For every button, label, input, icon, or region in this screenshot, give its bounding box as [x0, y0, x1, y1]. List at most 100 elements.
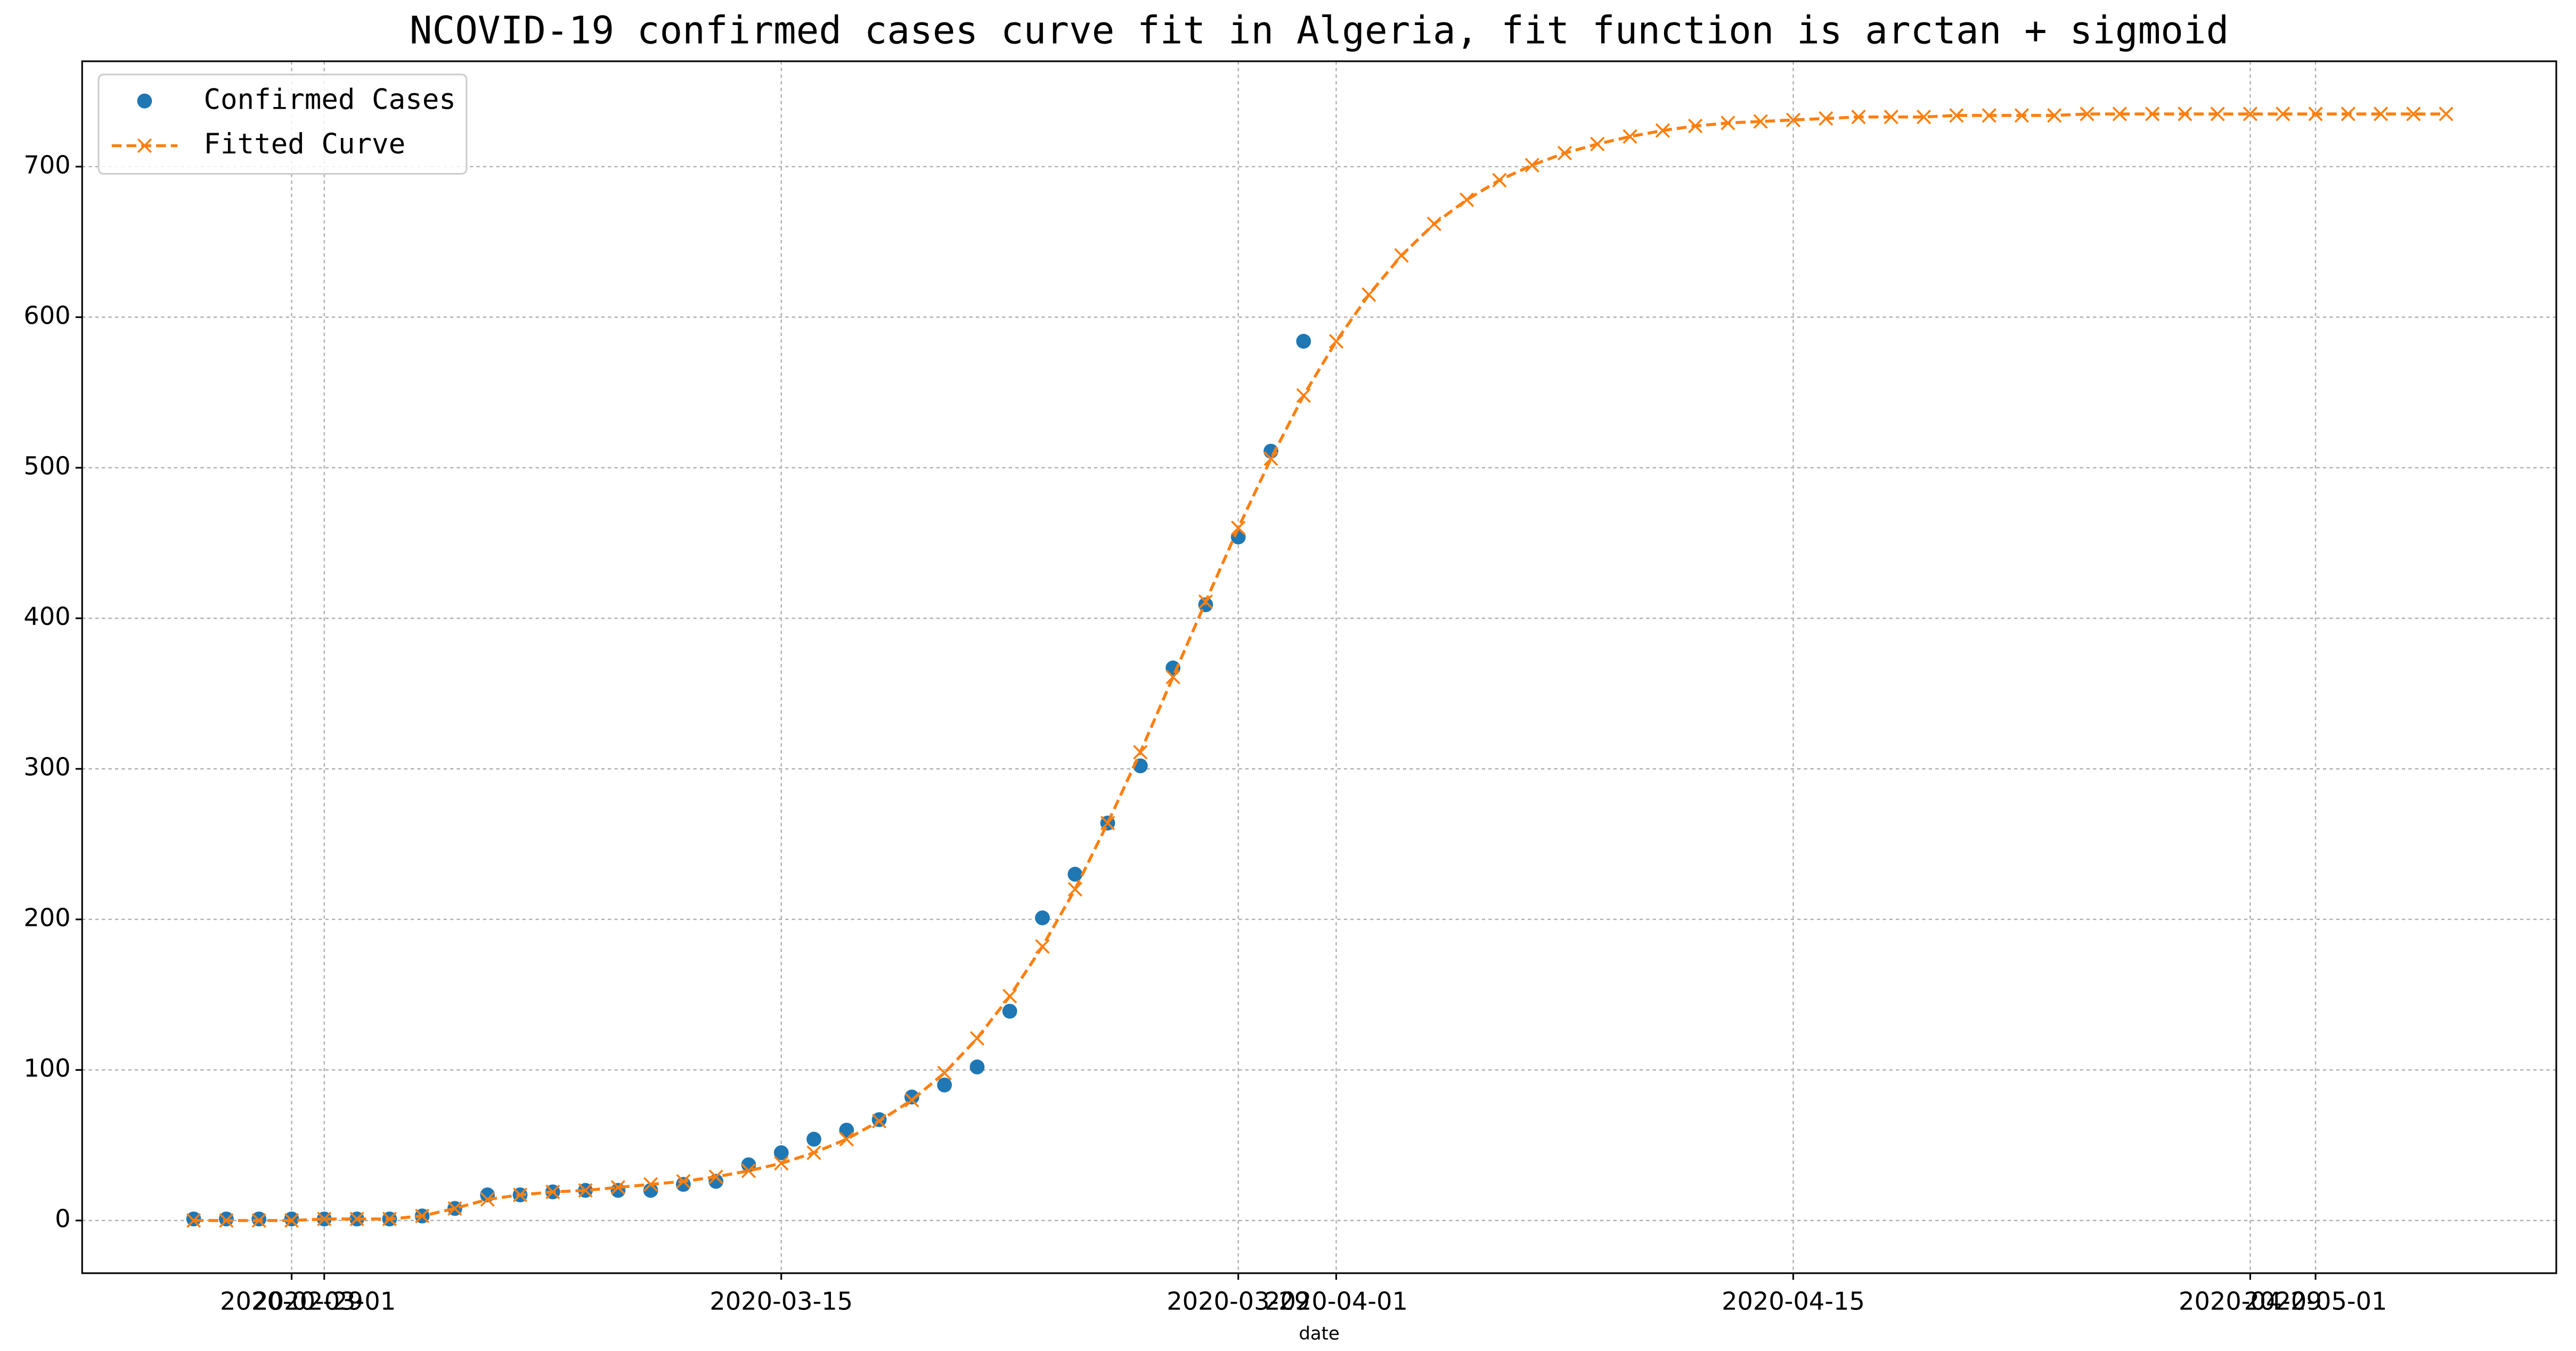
x-marker — [1067, 882, 1082, 897]
x-marker — [447, 1201, 462, 1216]
x-marker — [904, 1093, 919, 1108]
x-marker — [708, 1169, 723, 1184]
x-marker — [251, 1213, 266, 1228]
x-tick-label: 2020-03-15 — [710, 1287, 853, 1315]
x-marker — [512, 1187, 528, 1202]
x-marker — [317, 1211, 332, 1226]
y-tick-label: 300 — [23, 753, 70, 782]
point — [675, 1177, 691, 1192]
x-marker — [1460, 192, 1474, 207]
point — [284, 1211, 299, 1227]
x-marker — [1328, 333, 1344, 349]
x-marker — [1362, 287, 1376, 302]
x-marker — [284, 1213, 299, 1228]
x-marker — [1982, 108, 1996, 123]
x-marker — [1557, 145, 1572, 161]
x-tick-label: 2020-05-01 — [2244, 1287, 2387, 1315]
x-marker — [741, 1163, 756, 1178]
legend-label: Confirmed Cases — [203, 83, 455, 116]
x-marker — [2406, 107, 2421, 121]
x-marker — [2145, 107, 2160, 121]
x-marker — [414, 1208, 430, 1224]
x-marker — [1590, 136, 1605, 152]
point — [937, 1077, 952, 1093]
x-marker — [937, 1065, 952, 1080]
x-marker — [1753, 114, 1768, 129]
y-tick-label: 100 — [23, 1054, 70, 1083]
point — [1035, 910, 1050, 925]
point — [773, 1145, 789, 1160]
point — [218, 1211, 234, 1227]
x-marker — [186, 1213, 201, 1228]
point — [186, 1211, 201, 1227]
x-marker — [2112, 107, 2127, 121]
y-tick-label: 700 — [23, 150, 70, 179]
x-marker — [219, 1213, 234, 1228]
x-marker — [610, 1180, 625, 1195]
x-marker — [2014, 108, 2029, 123]
y-tick-label: 400 — [23, 602, 70, 631]
x-marker — [1035, 939, 1050, 954]
x-tick-label: 2020-03-29 — [1167, 1287, 1310, 1315]
point — [904, 1089, 919, 1105]
x-marker — [1296, 388, 1311, 403]
x-marker — [969, 1031, 985, 1046]
x-marker — [643, 1177, 658, 1192]
x-marker — [1819, 111, 1833, 126]
x-marker — [382, 1211, 397, 1226]
y-tick-label: 200 — [23, 903, 70, 932]
x-marker — [578, 1183, 593, 1198]
point — [610, 1183, 626, 1198]
x-marker — [545, 1184, 560, 1200]
x-marker — [1949, 108, 1964, 123]
x-tick-label: 2020-04-29 — [2179, 1287, 2322, 1315]
x-marker — [2341, 107, 2355, 121]
x-marker — [2080, 107, 2094, 121]
y-tick-label: 600 — [23, 301, 70, 330]
x-marker — [349, 1211, 364, 1226]
x-marker — [1100, 816, 1115, 831]
point — [1067, 867, 1083, 882]
x-marker — [871, 1113, 887, 1129]
x-tick-label: 2020-03-01 — [252, 1287, 396, 1315]
x-tick-label: 2020-04-01 — [1265, 1287, 1408, 1315]
x-marker — [839, 1132, 854, 1147]
x-marker — [480, 1192, 495, 1207]
legend-swatch — [137, 93, 152, 109]
x-marker — [1492, 173, 1507, 188]
point — [839, 1122, 854, 1138]
point — [806, 1132, 821, 1147]
x-marker — [1884, 109, 1898, 125]
x-marker — [676, 1174, 691, 1189]
x-marker — [1525, 158, 1539, 173]
x-marker — [137, 138, 152, 153]
x-marker — [2276, 107, 2290, 121]
x-marker — [1165, 670, 1180, 685]
x-marker — [1688, 118, 1703, 134]
fitted-line — [193, 112, 2447, 1222]
x-marker — [1002, 989, 1017, 1004]
grid: 01002003004005006007002020-02-292020-03-… — [23, 61, 2556, 1315]
x-marker — [2210, 107, 2225, 121]
x-marker — [2308, 107, 2323, 121]
x-marker — [1263, 451, 1278, 466]
legend: Confirmed Cases Fitted Curve — [97, 74, 468, 175]
x-marker — [1133, 745, 1148, 760]
x-tick-label: 2020-04-15 — [1722, 1287, 1865, 1315]
plot — [186, 107, 2453, 1228]
x-marker — [774, 1155, 789, 1171]
legend-label: Fitted Curve — [203, 128, 405, 160]
x-marker — [2373, 107, 2388, 121]
point — [251, 1211, 267, 1227]
x-marker — [1426, 216, 1442, 231]
x-marker — [1916, 109, 1931, 125]
point — [1002, 1004, 1017, 1019]
point — [969, 1059, 985, 1075]
point — [643, 1183, 658, 1198]
x-marker — [1623, 129, 1637, 144]
x-marker — [2178, 107, 2192, 121]
legend-box — [97, 74, 468, 175]
y-tick-label: 500 — [23, 451, 70, 480]
